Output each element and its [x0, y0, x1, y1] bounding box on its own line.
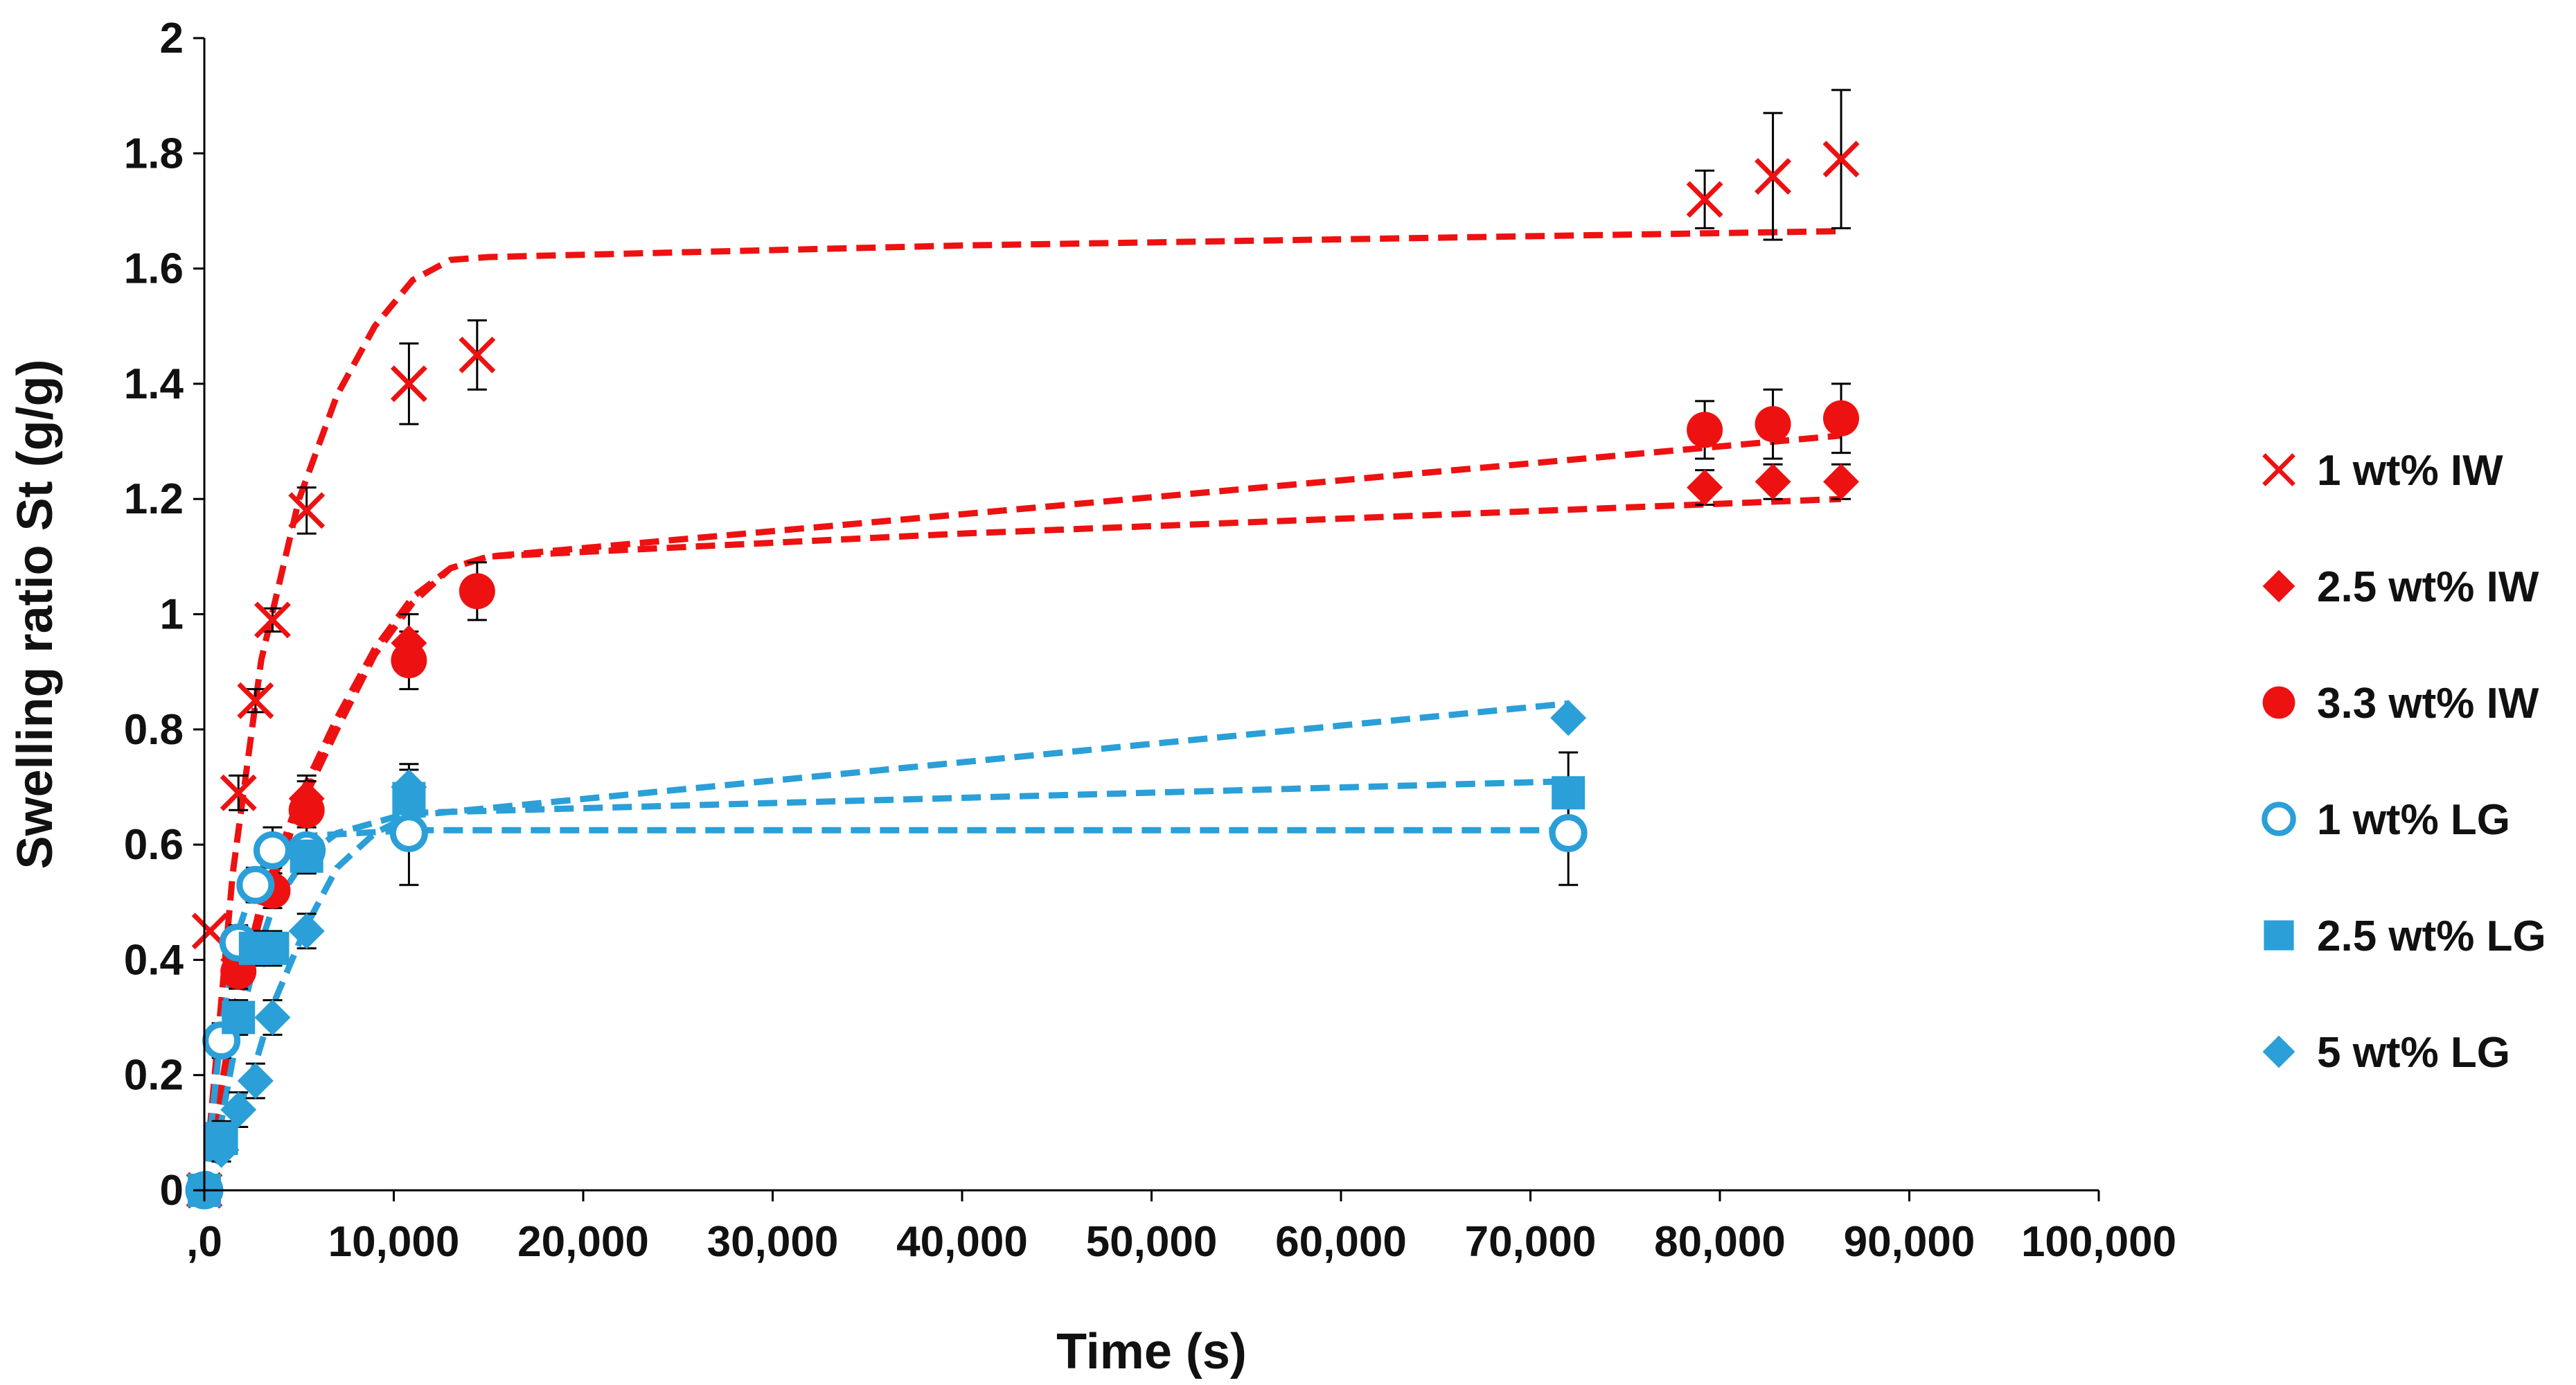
x-tick-label-6: 60,000	[1275, 1218, 1407, 1266]
x-tick-label-4: 40,000	[896, 1218, 1028, 1266]
axes: 0 0.2 0.4 0.6 0.8 1 1.2 1.4 1.6 1.8 2 ,0 10,000 20,00…	[8, 15, 2176, 1379]
data-point-2-6	[1687, 412, 1723, 448]
y-tick-label-8: 1.6	[124, 245, 184, 293]
data-point-1-5	[1687, 469, 1723, 506]
data-point-5-7	[1550, 700, 1587, 736]
data-point-0-2	[220, 774, 257, 811]
legend-entry-2: 3.3 wt% IW	[2262, 680, 2539, 727]
data-point-2-7	[1755, 406, 1791, 443]
data-point-1-7	[1823, 464, 1860, 500]
legend-entry-0: 1 wt% IW	[2262, 447, 2503, 495]
data-point-5-5	[288, 912, 325, 949]
data-point-3-4	[253, 831, 292, 870]
y-tick-label-3: 0.6	[124, 821, 184, 869]
data-point-2-4	[391, 642, 427, 679]
legend: 1 wt% IW 2.5 wt% IW 3.3 wt% IW 1 wt% LG 2.5 …	[2262, 447, 2546, 1077]
legend-marker-5	[2262, 1035, 2295, 1068]
y-tick-label-10: 2	[160, 15, 184, 62]
y-axis-title: Swelling ratio St (g/g)	[8, 360, 63, 870]
x-tick-label-7: 70,000	[1465, 1218, 1597, 1266]
x-tick-label-8: 80,000	[1654, 1218, 1786, 1266]
data-point-0-10	[1822, 141, 1860, 178]
data-markers	[185, 141, 1860, 1210]
legend-label-0: 1 wt% IW	[2317, 447, 2503, 495]
data-point-4-2	[222, 1000, 256, 1034]
x-tick-label-2: 20,000	[517, 1218, 649, 1266]
fit-curve-4	[201, 778, 1569, 1192]
legend-marker-0	[2262, 453, 2295, 486]
x-tick-label-0: ,0	[186, 1218, 222, 1266]
fit-curve-1	[201, 495, 1842, 1191]
data-point-5-1	[203, 1131, 240, 1168]
data-point-5-2	[220, 1091, 257, 1128]
legend-label-4: 2.5 wt% LG	[2317, 912, 2546, 960]
data-point-0-7	[459, 336, 496, 373]
data-point-4-7	[1552, 776, 1585, 810]
data-point-0-3	[237, 682, 274, 719]
x-axis-title: Time (s)	[1056, 1324, 1247, 1379]
data-point-0-6	[390, 365, 427, 403]
data-point-0-8	[1686, 181, 1723, 218]
fit-curves	[201, 228, 1842, 1192]
data-point-3-3	[236, 865, 275, 904]
data-point-5-6	[391, 768, 427, 805]
legend-entry-3: 1 wt% LG	[2262, 796, 2510, 844]
y-tick-label-6: 1.2	[124, 475, 184, 523]
y-tick-label-7: 1.4	[124, 360, 184, 408]
legend-label-1: 2.5 wt% IW	[2317, 563, 2539, 611]
data-point-4-4	[256, 931, 290, 965]
data-point-4-5	[290, 839, 323, 873]
error-bars	[211, 89, 1851, 1163]
legend-label-5: 5 wt% LG	[2317, 1029, 2510, 1077]
data-point-0-5	[288, 492, 326, 529]
y-tick-label-4: 0.8	[124, 706, 184, 754]
data-point-2-8	[1823, 400, 1860, 436]
legend-marker-3	[2262, 802, 2296, 836]
legend-entry-5: 5 wt% LG	[2262, 1029, 2510, 1077]
legend-marker-2	[2262, 686, 2295, 719]
y-tick-label-5: 1	[160, 591, 184, 639]
y-tick-label-0: 0	[160, 1167, 184, 1215]
data-point-3-7	[1549, 813, 1588, 852]
x-tick-label-1: 10,000	[328, 1218, 460, 1266]
x-tick-label-5: 50,000	[1086, 1218, 1218, 1266]
fit-curve-0	[201, 228, 1842, 1191]
data-point-3-6	[389, 813, 428, 852]
data-point-1-6	[1755, 464, 1791, 500]
x-tick-label-10: 100,000	[2021, 1218, 2176, 1266]
data-point-2-5	[459, 573, 495, 610]
legend-label-2: 3.3 wt% IW	[2317, 680, 2539, 727]
data-point-5-4	[254, 999, 291, 1036]
legend-entry-1: 2.5 wt% IW	[2262, 563, 2539, 611]
data-point-0-4	[254, 601, 291, 639]
data-point-0-9	[1755, 158, 1792, 195]
y-tick-label-1: 0.2	[124, 1052, 184, 1100]
x-tick-label-3: 30,000	[707, 1218, 839, 1266]
legend-marker-4	[2264, 920, 2294, 951]
y-tick-label-9: 1.8	[124, 130, 184, 177]
data-point-2-3	[288, 792, 325, 829]
legend-label-3: 1 wt% LG	[2317, 796, 2510, 844]
legend-marker-1	[2262, 570, 2295, 603]
x-tick-label-9: 90,000	[1844, 1218, 1975, 1266]
legend-entry-4: 2.5 wt% LG	[2264, 912, 2546, 960]
data-point-5-3	[237, 1063, 274, 1100]
y-tick-label-2: 0.4	[124, 936, 184, 984]
